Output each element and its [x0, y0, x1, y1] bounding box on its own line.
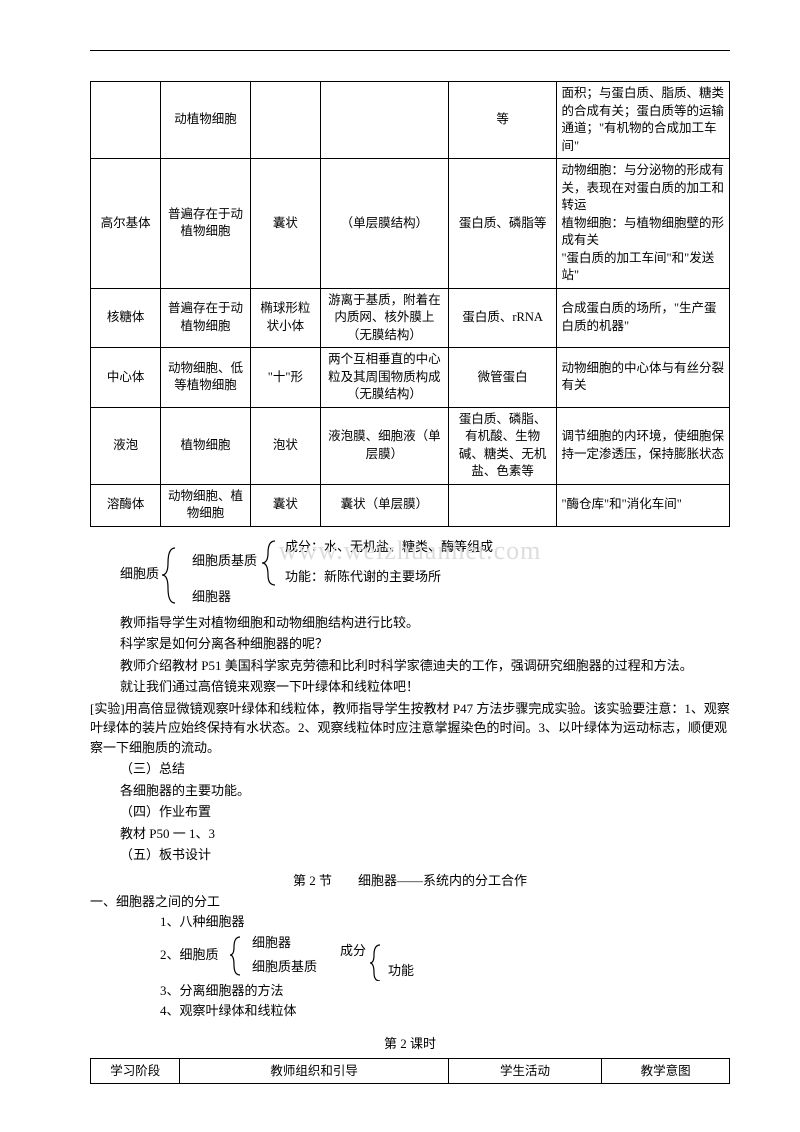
- lesson-header-cell: 学生活动: [448, 1058, 601, 1084]
- outline-l2c: 成分: [340, 943, 366, 958]
- lesson-header-cell: 教学意图: [602, 1058, 730, 1084]
- section-3: （三）总结: [120, 759, 730, 779]
- table-cell: 高尔基体: [91, 159, 161, 289]
- table-cell: 面积；与蛋白质、脂质、糖类的合成有关；蛋白质等的运输通道；"有机物的合成加工车间…: [557, 82, 730, 159]
- table-cell: 等: [448, 82, 557, 159]
- table-cell: 中心体: [91, 348, 161, 408]
- lesson-title: 第 2 课时: [90, 1034, 730, 1054]
- section-4a: 教材 P50 一 1、3: [120, 824, 730, 844]
- section-3a: 各细胞器的主要功能。: [120, 781, 730, 801]
- table-cell: 囊状: [250, 159, 320, 289]
- table-cell: 两个互相垂直的中心粒及其周围物质构成（无膜结构）: [321, 348, 449, 408]
- table-cell: 动物细胞、低等植物细胞: [161, 348, 250, 408]
- table-cell: 囊状: [250, 484, 320, 526]
- lesson-header-cell: 教师组织和引导: [180, 1058, 448, 1084]
- table-cell: 动物细胞的中心体与有丝分裂有关: [557, 348, 730, 408]
- table-cell: 动物细胞：与分泌物的形成有关，表现在对蛋白质的加工和转运植物细胞：与植物细胞壁的…: [557, 159, 730, 289]
- tree-branch-organelle: 细胞器: [192, 589, 231, 604]
- table-cell: 调节细胞的内环境，使细胞保持一定渗透压，保持膨胀状态: [557, 407, 730, 484]
- table-cell: "酶仓库"和"消化车间": [557, 484, 730, 526]
- section-4: （四）作业布置: [120, 802, 730, 822]
- table-cell: 核糖体: [91, 288, 161, 348]
- section-5: （五）板书设计: [120, 845, 730, 865]
- outline-h1: 一、细胞器之间的分工: [90, 892, 730, 912]
- outline-l3: 3、分离细胞器的方法: [160, 981, 730, 1001]
- cytoplasm-tree: www.weizhuanhet.com 细胞质 细胞质基质 细胞器 成分：水、无…: [90, 531, 730, 611]
- outline-l4: 4、观察叶绿体和线粒体: [160, 1001, 730, 1021]
- table-cell: 普遍存在于动植物细胞: [161, 159, 250, 289]
- lesson-header-cell: 学习阶段: [91, 1058, 180, 1084]
- para-question: 科学家是如何分离各种细胞器的呢？: [120, 634, 730, 654]
- table-cell: 合成蛋白质的场所，"生产蛋白质的机器": [557, 288, 730, 348]
- table-cell: 椭球形粒状小体: [250, 288, 320, 348]
- table-cell: （单层膜结构）: [321, 159, 449, 289]
- outline-l2a: 细胞器: [252, 935, 291, 950]
- table-cell: 微管蛋白: [448, 348, 557, 408]
- table-cell: 植物细胞: [161, 407, 250, 484]
- para-observe: 就让我们通过高倍镜来观察一下叶绿体和线粒体吧！: [120, 677, 730, 697]
- table-cell: 蛋白质、磷脂等: [448, 159, 557, 289]
- tree-leaf-function: 功能：新陈代谢的主要场所: [285, 569, 441, 584]
- experiment-text: [实验]用高倍显微镜观察叶绿体和线粒体，教师指导学生按教材 P47 方法步骤完成…: [90, 699, 730, 758]
- board-title: 第 2 节 细胞器——系统内的分工合作: [90, 871, 730, 891]
- outline-l2b: 细胞质基质: [252, 959, 317, 974]
- organelle-table: 动植物细胞 等面积；与蛋白质、脂质、糖类的合成有关；蛋白质等的运输通道；"有机物的…: [90, 81, 730, 527]
- table-cell: 蛋白质、磷脂、有机酸、生物碱、糖类、无机盐、色素等: [448, 407, 557, 484]
- table-cell: 蛋白质、rRNA: [448, 288, 557, 348]
- table-cell: 液泡膜、细胞液（单层膜）: [321, 407, 449, 484]
- outline-l2: 2、细胞质: [160, 945, 219, 965]
- table-cell: 囊状（单层膜）: [321, 484, 449, 526]
- page-top-border: [90, 50, 730, 51]
- table-cell: 溶酶体: [91, 484, 161, 526]
- lesson-table: 学习阶段教师组织和引导学生活动教学意图: [90, 1058, 730, 1085]
- tree-root: 细胞质: [120, 566, 159, 581]
- table-cell: [250, 82, 320, 159]
- table-cell: 动物细胞、植物细胞: [161, 484, 250, 526]
- table-cell: 动植物细胞: [161, 82, 250, 159]
- table-cell: [448, 484, 557, 526]
- para-scientists: 教师介绍教材 P51 美国科学家克劳德和比利时科学家德迪夫的工作，强调研究细胞器…: [120, 658, 693, 673]
- tree-leaf-components: 成分：水、无机盐、糖类、酶等组成: [285, 539, 493, 554]
- table-cell: 普遍存在于动植物细胞: [161, 288, 250, 348]
- table-cell: "十"形: [250, 348, 320, 408]
- table-cell: [91, 82, 161, 159]
- para-compare: 教师指导学生对植物细胞和动物细胞结构进行比较。: [120, 613, 730, 633]
- table-cell: [321, 82, 449, 159]
- table-cell: 游离于基质，附着在内质网、核外膜上（无膜结构）: [321, 288, 449, 348]
- outline-l1: 1、八种细胞器: [160, 912, 730, 932]
- outline-l2d: 功能: [388, 963, 414, 978]
- table-cell: 液泡: [91, 407, 161, 484]
- tree-branch-matrix: 细胞质基质: [192, 553, 257, 568]
- table-cell: 泡状: [250, 407, 320, 484]
